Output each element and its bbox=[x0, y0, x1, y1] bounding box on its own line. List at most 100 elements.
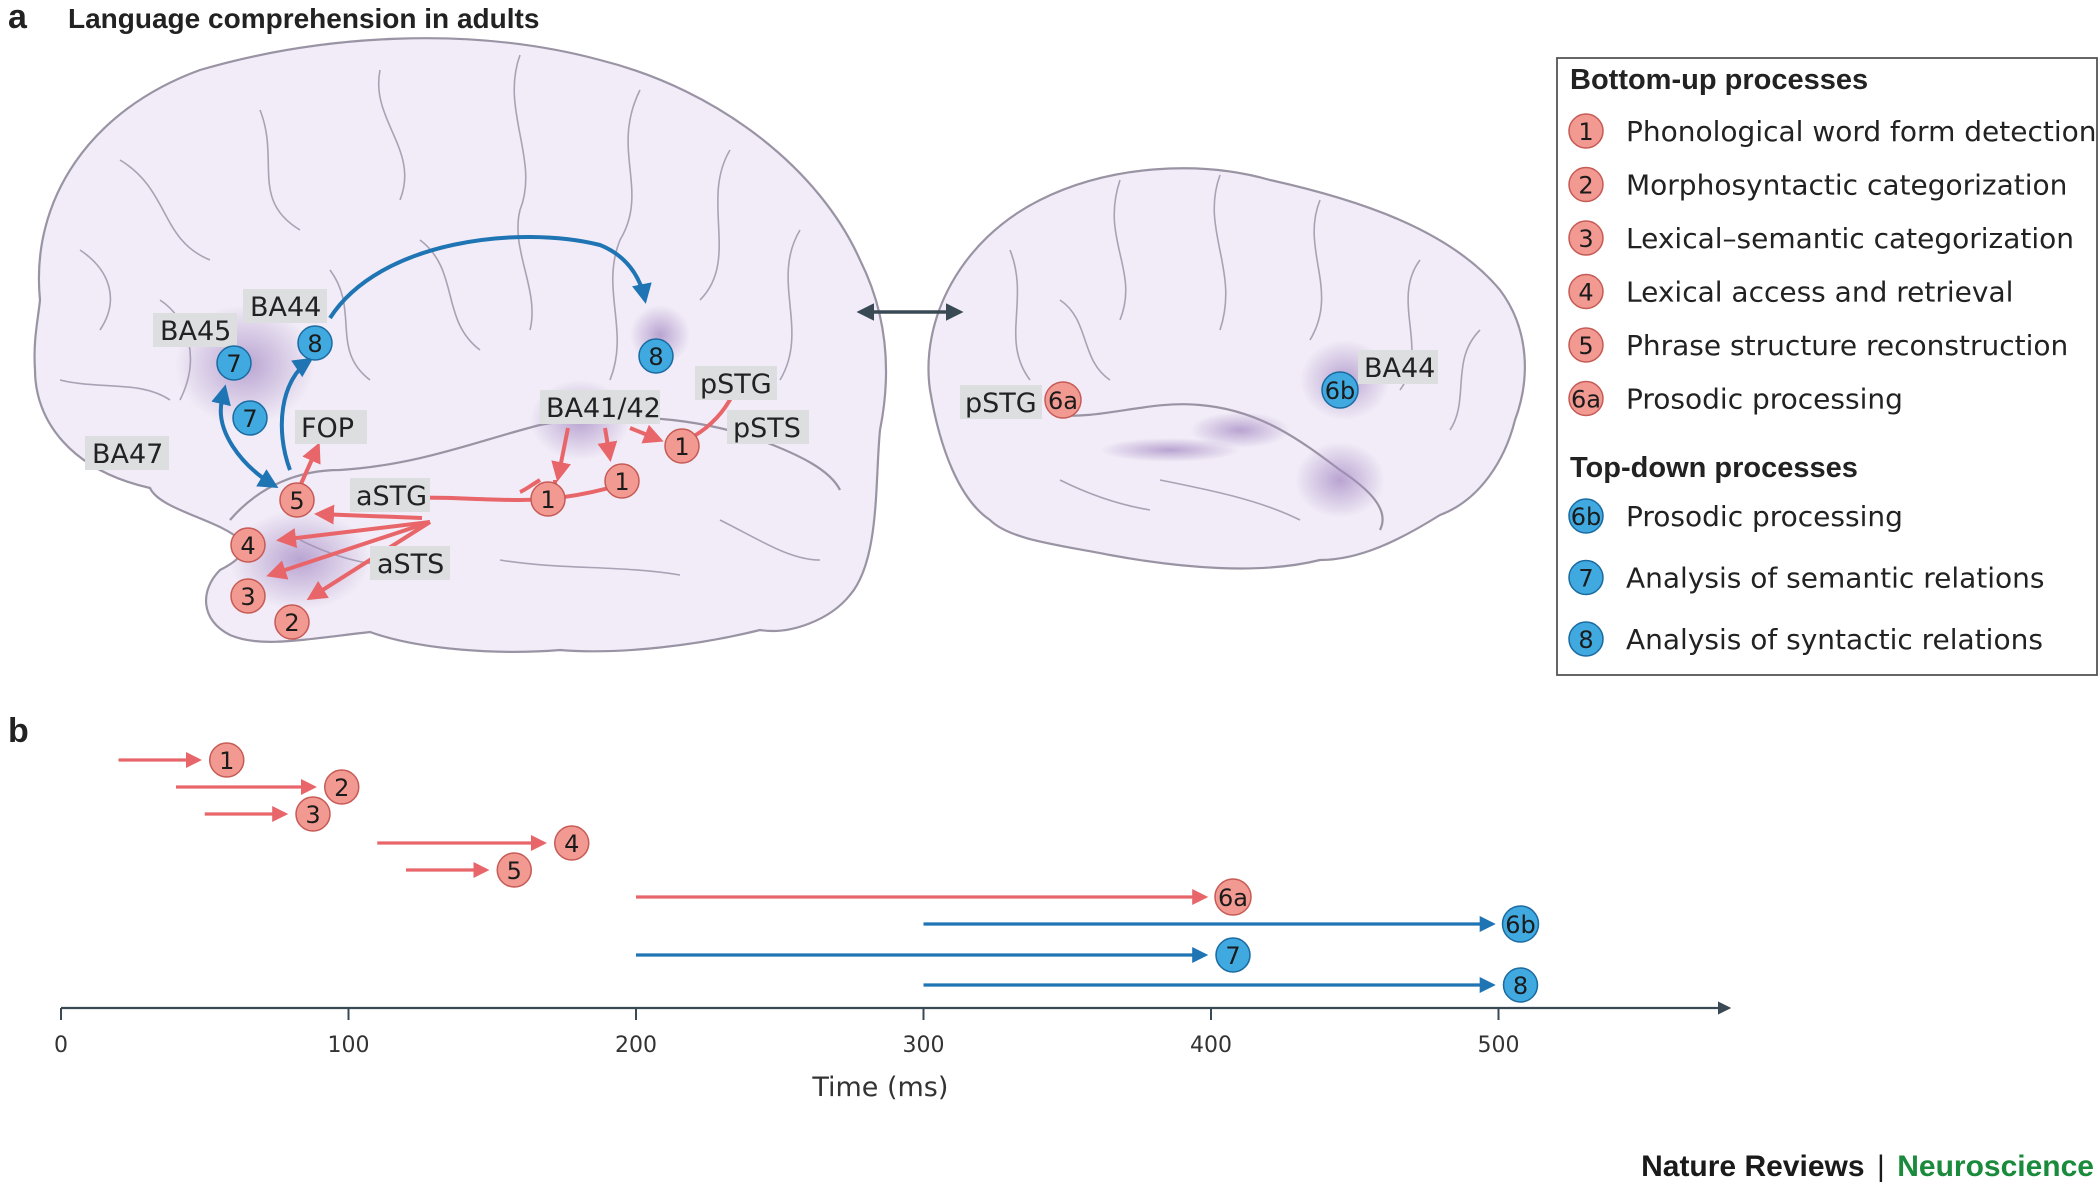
label-pstg: pSTG bbox=[700, 369, 772, 400]
timeline-badge-6b bbox=[1501, 905, 1540, 943]
legend-label: Lexical–semantic categorization bbox=[1626, 222, 2074, 255]
legend-badge-text: 4 bbox=[1578, 279, 1593, 307]
svg-text:8: 8 bbox=[648, 343, 663, 371]
legend-badge-text: 6a bbox=[1571, 386, 1601, 414]
legend-badge-text: 1 bbox=[1578, 118, 1593, 146]
svg-text:4: 4 bbox=[240, 532, 255, 560]
legend-label: Prosodic processing bbox=[1626, 500, 1903, 533]
legend-badge-text: 7 bbox=[1578, 565, 1593, 593]
svg-text:1: 1 bbox=[674, 433, 689, 461]
badge-4: 4 bbox=[230, 527, 266, 563]
timeline-badge-text-1: 1 bbox=[219, 747, 234, 775]
legend-item-1: 1 Phonological word form detection bbox=[1568, 113, 2096, 149]
svg-text:8: 8 bbox=[307, 330, 322, 358]
legend-bottom-up-title: Bottom-up processes bbox=[1570, 64, 1868, 96]
tick-label-300: 300 bbox=[903, 1033, 945, 1058]
panel-b-letter: b bbox=[8, 712, 29, 750]
credit-journal: Nature Reviews bbox=[1641, 1150, 1864, 1183]
badge-7-upper: 7 bbox=[216, 345, 252, 381]
timeline-badge-2 bbox=[324, 769, 360, 805]
legend-top-down-title: Top-down processes bbox=[1570, 452, 1858, 484]
badge-1-b: 1 bbox=[604, 463, 640, 499]
legend-item-4: 4 Lexical access and retrieval bbox=[1568, 273, 2013, 310]
timeline-badge-text-3: 3 bbox=[305, 801, 320, 829]
svg-text:6b: 6b bbox=[1325, 377, 1356, 405]
legend-label: Phrase structure reconstruction bbox=[1626, 329, 2068, 362]
label-ba45: BA45 bbox=[160, 316, 231, 347]
legend-badge-2 bbox=[1568, 166, 1604, 203]
legend-label: Prosodic processing bbox=[1626, 383, 1903, 416]
label-fop: FOP bbox=[301, 413, 354, 444]
svg-text:1: 1 bbox=[540, 486, 555, 514]
timeline-badge-8 bbox=[1502, 967, 1539, 1003]
svg-text:Nature Reviews | N: Nature Reviews | Neuroscience bbox=[1641, 1150, 2094, 1183]
panel-a-letter: a bbox=[8, 0, 28, 36]
panel-a-title: Language comprehension in adults bbox=[68, 3, 539, 34]
legend-badge-text: 3 bbox=[1578, 225, 1593, 253]
legend-label: Lexical access and retrieval bbox=[1626, 276, 2013, 309]
label-psts: pSTS bbox=[733, 413, 801, 444]
timeline-badge-text-8: 8 bbox=[1513, 972, 1528, 1000]
x-axis-label: Time (ms) bbox=[811, 1072, 948, 1103]
label-astg: aSTG bbox=[356, 481, 427, 512]
legend-badge-text: 6b bbox=[1571, 503, 1602, 531]
svg-text:6a: 6a bbox=[1048, 387, 1078, 415]
badge-7-lower: 7 bbox=[232, 400, 268, 436]
timeline-badge-4 bbox=[554, 825, 590, 861]
legend-item-8: 8 Analysis of syntactic relations bbox=[1568, 621, 2043, 657]
legend-item-7: 7 Analysis of semantic relations bbox=[1568, 559, 2044, 596]
timeline-badge-text-6a: 6a bbox=[1218, 884, 1248, 912]
timeline-badge-text-6b: 6b bbox=[1505, 911, 1536, 939]
legend-badge-text: 5 bbox=[1578, 332, 1593, 360]
timeline-badge-text-7: 7 bbox=[1225, 942, 1240, 970]
legend-badge-text: 2 bbox=[1578, 172, 1593, 200]
badge-1-c: 1 bbox=[664, 428, 700, 464]
badge-8-ba44: 8 bbox=[297, 325, 333, 361]
badge-2: 2 bbox=[274, 604, 310, 640]
badge-6a-brain: 6a bbox=[1044, 381, 1082, 419]
svg-text:7: 7 bbox=[226, 350, 241, 378]
label-rh-pstg: pSTG bbox=[965, 388, 1037, 419]
legend: Bottom-up processes 1 Phonological word f… bbox=[1556, 57, 2098, 676]
legend-label: Analysis of semantic relations bbox=[1626, 562, 2044, 595]
tick-label-100: 100 bbox=[328, 1033, 370, 1058]
label-rh-ba44: BA44 bbox=[1364, 353, 1435, 384]
timeline-badge-3 bbox=[295, 796, 331, 832]
credit-section: Neuroscience bbox=[1897, 1150, 2094, 1183]
timeline-badge-7 bbox=[1215, 937, 1251, 973]
label-ba41-42: BA41/42 bbox=[546, 393, 661, 424]
label-ba44: BA44 bbox=[250, 292, 321, 323]
tick-label-0: 0 bbox=[54, 1033, 68, 1058]
legend-badge-1 bbox=[1568, 113, 1604, 149]
legend-badge-8 bbox=[1568, 621, 1604, 657]
legend-badge-4 bbox=[1568, 273, 1604, 310]
timeline-badge-1 bbox=[209, 742, 245, 778]
legend-badge-6b bbox=[1568, 498, 1604, 534]
legend-label: Morphosyntactic categorization bbox=[1626, 169, 2067, 202]
label-ba47: BA47 bbox=[92, 439, 163, 470]
badge-1-a: 1 bbox=[530, 481, 566, 517]
legend-badge-text: 8 bbox=[1578, 626, 1593, 654]
label-asts: aSTS bbox=[377, 549, 444, 580]
legend-item-3: 3 Lexical–semantic categorization bbox=[1568, 220, 2074, 256]
legend-item-6b: 6b Prosodic processing bbox=[1568, 498, 1903, 534]
svg-text:3: 3 bbox=[240, 583, 255, 611]
legend-label: Phonological word form detection bbox=[1626, 115, 2096, 148]
right-hemisphere bbox=[927, 167, 1526, 570]
tick-label-200: 200 bbox=[615, 1033, 657, 1058]
svg-text:7: 7 bbox=[242, 405, 257, 433]
legend-item-5: 5 Phrase structure reconstruction bbox=[1568, 327, 2068, 363]
badge-5: 5 bbox=[279, 482, 315, 518]
journal-credit: Nature Reviews | Neuroscience bbox=[1641, 1150, 2094, 1183]
badge-6b-brain: 6b bbox=[1321, 371, 1359, 409]
region-labels: BA45 BA44 BA47 FOP aSTG aSTS BA41/42 pST… bbox=[85, 289, 1438, 580]
svg-text:5: 5 bbox=[289, 487, 304, 515]
legend-item-2: 2 Morphosyntactic categorization bbox=[1568, 166, 2067, 203]
brain-badges: 7 8 7 8 5 4 3 2 1 1 1 6a 6b bbox=[216, 325, 1359, 640]
timeline-badge-text-4: 4 bbox=[564, 830, 579, 858]
badge-3: 3 bbox=[230, 578, 266, 614]
legend-badge-7 bbox=[1568, 559, 1604, 596]
legend-item-6a: 6a Prosodic processing bbox=[1568, 380, 1903, 417]
tick-label-400: 400 bbox=[1190, 1033, 1232, 1058]
